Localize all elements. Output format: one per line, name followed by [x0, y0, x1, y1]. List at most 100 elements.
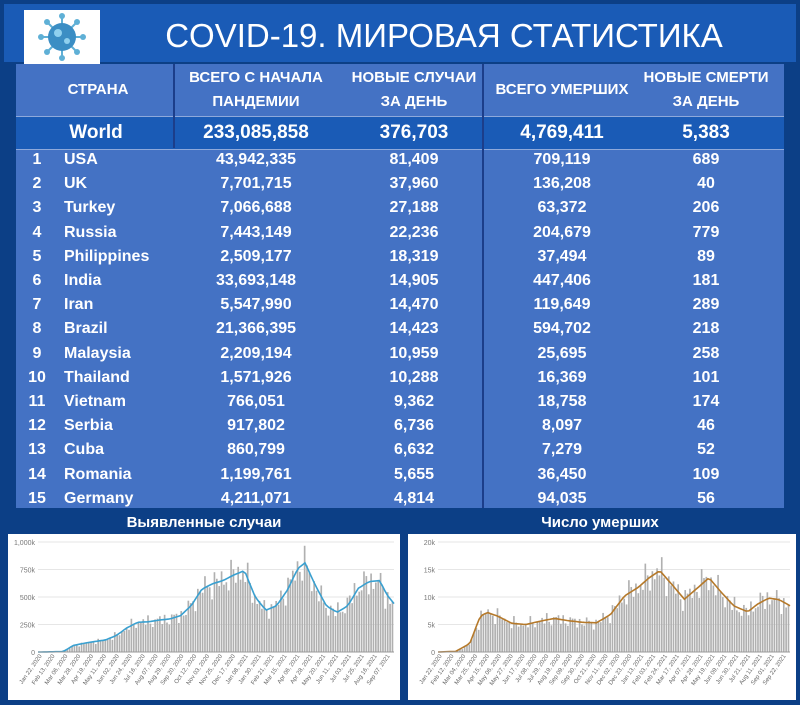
daily-bar: [504, 619, 506, 652]
total-cases-cell: 4,211,071: [176, 487, 336, 511]
daily-bar: [708, 590, 710, 652]
daily-bar: [161, 624, 163, 652]
daily-bar: [558, 615, 560, 652]
daily-bar: [301, 581, 303, 652]
daily-bar: [147, 615, 149, 652]
header-total: ВСЕГО С НАЧАЛА ПАНДЕМИИ: [176, 66, 336, 114]
cases-chart-title: Выявленные случаи: [8, 512, 400, 534]
daily-bar: [252, 603, 254, 652]
table-header: СТРАНА ВСЕГО С НАЧАЛА ПАНДЕМИИ НОВЫЕ СЛУ…: [16, 64, 784, 116]
new-cases-cell: 10,959: [334, 342, 494, 366]
y-tick-label: 0: [431, 650, 435, 657]
new-cases-cell: 10,288: [334, 366, 494, 390]
daily-bar: [567, 626, 569, 652]
daily-bar: [140, 622, 142, 652]
daily-bar: [748, 615, 750, 652]
daily-bar: [738, 612, 740, 652]
daily-bar: [211, 599, 213, 652]
total-deaths-cell: 204,679: [482, 221, 642, 245]
daily-bar: [731, 610, 733, 652]
daily-bar: [166, 623, 168, 652]
daily-bar: [469, 644, 471, 652]
total-deaths-cell: 8,097: [482, 414, 642, 438]
daily-bar: [614, 606, 616, 652]
daily-bar: [358, 592, 360, 652]
daily-bar: [292, 571, 294, 652]
daily-bar: [335, 616, 337, 652]
new-cases-cell: 6,736: [334, 414, 494, 438]
daily-bar: [375, 583, 377, 652]
daily-bar: [635, 584, 637, 652]
daily-bar: [85, 643, 87, 652]
daily-bar: [223, 585, 225, 652]
header-total-line2: ПАНДЕМИИ: [176, 90, 336, 114]
total-deaths-cell: 18,758: [482, 390, 642, 414]
daily-bar: [328, 616, 330, 652]
daily-bar: [190, 603, 192, 652]
new-deaths-cell: 56: [628, 487, 784, 511]
daily-bar: [476, 628, 478, 652]
daily-bar: [235, 583, 237, 652]
new-deaths-cell: 101: [628, 366, 784, 390]
daily-bar: [499, 615, 501, 652]
daily-bar: [715, 595, 717, 652]
total-cases-cell: 860,799: [176, 438, 336, 462]
daily-bar: [299, 572, 301, 652]
total-deaths-cell: 25,695: [482, 342, 642, 366]
daily-bar: [755, 608, 757, 652]
daily-bar: [710, 577, 712, 652]
total-cases-cell: 766,051: [176, 390, 336, 414]
new-cases-cell: 9,362: [334, 390, 494, 414]
y-tick-label: 5k: [428, 623, 436, 630]
daily-bar: [745, 608, 747, 652]
daily-bar: [214, 572, 216, 652]
daily-bar: [218, 586, 220, 652]
daily-bar: [553, 617, 555, 652]
daily-bar: [95, 644, 97, 652]
daily-bar: [373, 589, 375, 652]
daily-bar: [159, 616, 161, 652]
daily-bar: [323, 602, 325, 652]
header-new-line2: ЗА ДЕНЬ: [334, 90, 494, 114]
daily-bar: [313, 581, 315, 652]
daily-bar: [788, 604, 790, 652]
new-cases-cell: 22,236: [334, 221, 494, 245]
daily-bar: [741, 616, 743, 652]
new-cases-cell: 18,319: [334, 245, 494, 269]
daily-bar: [102, 641, 104, 652]
daily-bar: [783, 598, 785, 652]
daily-bar: [513, 616, 515, 652]
country-cell: Turkey: [64, 196, 194, 220]
daily-bar: [520, 624, 522, 652]
daily-bar: [757, 607, 759, 652]
daily-bar: [389, 604, 391, 652]
new-cases-cell: 37,960: [334, 172, 494, 196]
daily-bar: [781, 614, 783, 652]
daily-bar: [154, 619, 156, 652]
daily-bar: [169, 624, 171, 652]
new-cases-cell: 81,409: [334, 148, 494, 172]
total-cases-cell: 2,209,194: [176, 342, 336, 366]
daily-bar: [605, 617, 607, 652]
total-cases-cell: 917,802: [176, 414, 336, 438]
daily-bar: [687, 594, 689, 652]
daily-bar: [706, 577, 708, 652]
daily-bar: [332, 609, 334, 652]
daily-bar: [544, 623, 546, 652]
daily-bar: [656, 568, 658, 652]
country-cell: USA: [64, 148, 194, 172]
new-deaths-cell: 289: [628, 293, 784, 317]
daily-bar: [785, 607, 787, 652]
daily-bar: [176, 614, 178, 652]
daily-bar: [511, 628, 513, 652]
daily-bar: [142, 619, 144, 652]
daily-bar: [494, 624, 496, 652]
daily-bar: [275, 601, 277, 652]
daily-bar: [623, 599, 625, 652]
daily-bar: [621, 603, 623, 652]
daily-bar: [771, 600, 773, 652]
